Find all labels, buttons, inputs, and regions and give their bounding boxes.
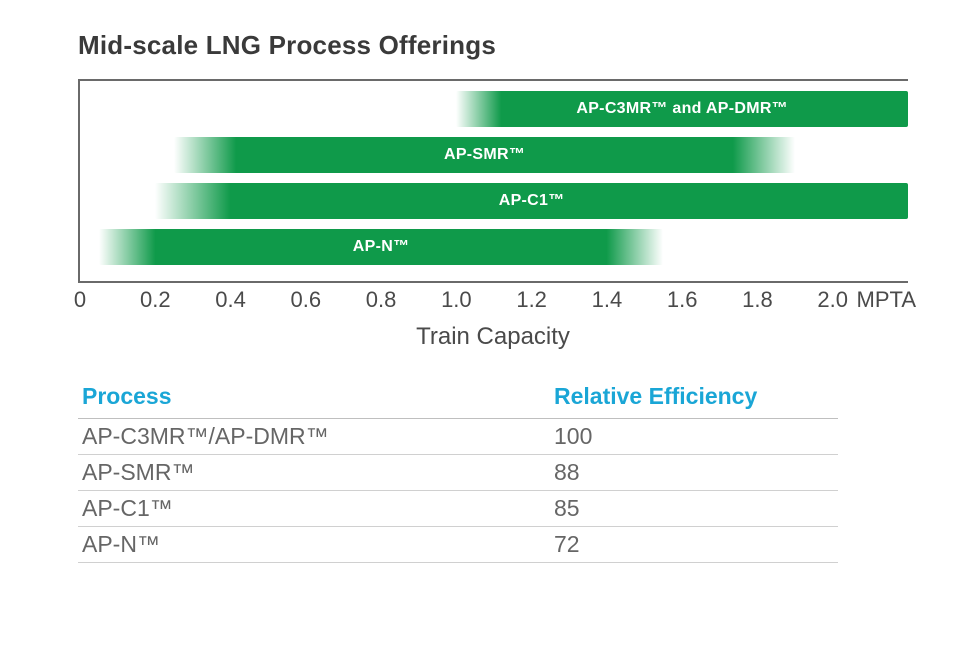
table-cell-efficiency: 72: [550, 527, 838, 563]
chart-x-tick: 1.2: [516, 287, 547, 313]
chart-x-tick: 1.8: [742, 287, 773, 313]
table-header-efficiency: Relative Efficiency: [550, 377, 838, 419]
chart-bar-label: AP-SMR™: [174, 146, 795, 164]
table-cell-efficiency: 100: [550, 419, 838, 455]
table-header-process: Process: [78, 377, 550, 419]
table-cell-process: AP-SMR™: [78, 455, 550, 491]
chart-x-axis-label: Train Capacity: [78, 323, 908, 351]
chart-x-tick: 2.0: [817, 287, 848, 313]
chart-x-unit: MPTA: [857, 287, 916, 313]
capacity-chart: AP-C3MR™ and AP-DMR™AP-SMR™AP-C1™AP-N™ M…: [78, 79, 908, 351]
chart-bar: AP-C1™: [155, 183, 908, 219]
table-cell-efficiency: 85: [550, 491, 838, 527]
table-cell-process: AP-C3MR™/AP-DMR™: [78, 419, 550, 455]
chart-x-tick: 0: [74, 287, 86, 313]
chart-x-ticks: MPTA 00.20.40.60.81.01.21.41.61.82.0: [78, 287, 908, 321]
table-row: AP-SMR™88: [78, 455, 838, 491]
chart-x-tick: 1.4: [592, 287, 623, 313]
table-row: AP-N™72: [78, 527, 838, 563]
chart-x-tick: 0.8: [366, 287, 397, 313]
chart-x-tick: 0.4: [215, 287, 246, 313]
chart-bar: AP-C3MR™ and AP-DMR™: [456, 91, 908, 127]
efficiency-table: Process Relative Efficiency AP-C3MR™/AP-…: [78, 377, 838, 563]
chart-bar: AP-SMR™: [174, 137, 795, 173]
chart-bar-label: AP-N™: [99, 238, 664, 256]
page-title: Mid-scale LNG Process Offerings: [78, 30, 921, 61]
chart-x-tick: 1.6: [667, 287, 698, 313]
chart-bar-label: AP-C3MR™ and AP-DMR™: [456, 100, 908, 118]
table-row: AP-C3MR™/AP-DMR™100: [78, 419, 838, 455]
table-cell-process: AP-N™: [78, 527, 550, 563]
chart-x-tick: 0.6: [291, 287, 322, 313]
table-cell-process: AP-C1™: [78, 491, 550, 527]
table-cell-efficiency: 88: [550, 455, 838, 491]
table-row: AP-C1™85: [78, 491, 838, 527]
chart-plot-area: AP-C3MR™ and AP-DMR™ AP-SMR™ AP-C1™ AP-N™: [78, 79, 908, 283]
chart-x-tick: 0.2: [140, 287, 171, 313]
chart-x-tick: 1.0: [441, 287, 472, 313]
chart-bar-label: AP-C1™: [155, 192, 908, 210]
chart-bar: AP-N™: [99, 229, 664, 265]
